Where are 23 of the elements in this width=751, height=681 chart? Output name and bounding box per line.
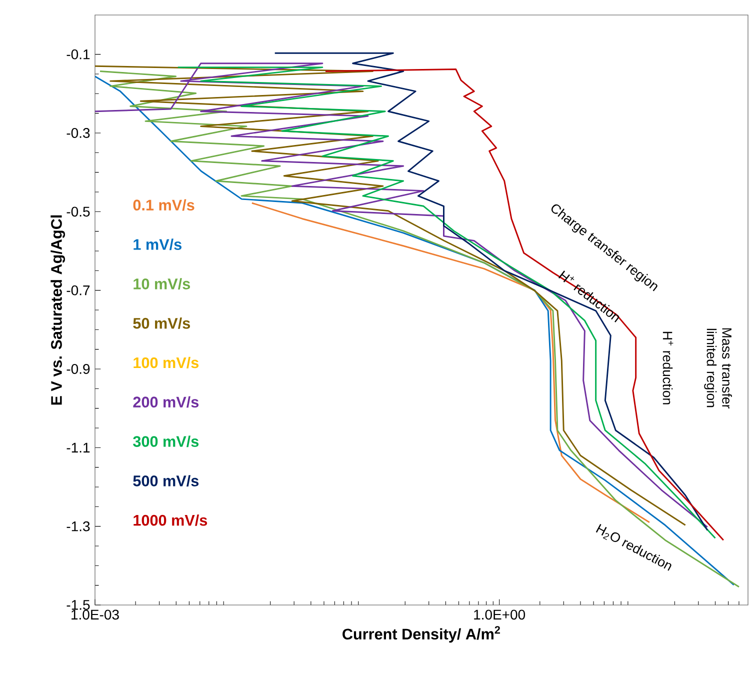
y-tick-label: -0.1 (66, 49, 90, 60)
text: 300 mV/s (133, 436, 199, 448)
annotation: H$^{+}$ reduction (662, 332, 674, 404)
x-tick-label: 1.0E-03 (72, 610, 119, 620)
text: 0.1 mV/s (133, 199, 194, 211)
y-tick-label: -0.5 (66, 206, 90, 217)
x-tick-label: 1.0E+00 (474, 610, 526, 620)
y-tick-label: -1.3 (66, 521, 90, 532)
y-tick-label: -0.3 (66, 128, 90, 138)
legend-label: 100 mV/s (134, 356, 199, 368)
text: 500 mV/s (133, 475, 199, 487)
text: 1000 mV/s (134, 514, 208, 526)
annotation: Mass transfer limited region (704, 328, 732, 409)
text: 1 mV/s (134, 238, 182, 250)
y-axis-title: E V vs. Saturated Ag/AgCl (50, 215, 65, 405)
y-tick-label: -0.7 (66, 285, 90, 296)
text: 50 mV/s (133, 318, 190, 329)
y-tick-label: -0.9 (66, 364, 90, 374)
text: 200 mV/s (133, 396, 199, 408)
text: 10 mV/s (134, 278, 190, 290)
y-tick-label: -1.5 (66, 600, 90, 610)
x-axis-title: Current Density/ A/m$^{2}$ (342, 626, 500, 643)
y-tick-label: -1.1 (66, 442, 90, 452)
